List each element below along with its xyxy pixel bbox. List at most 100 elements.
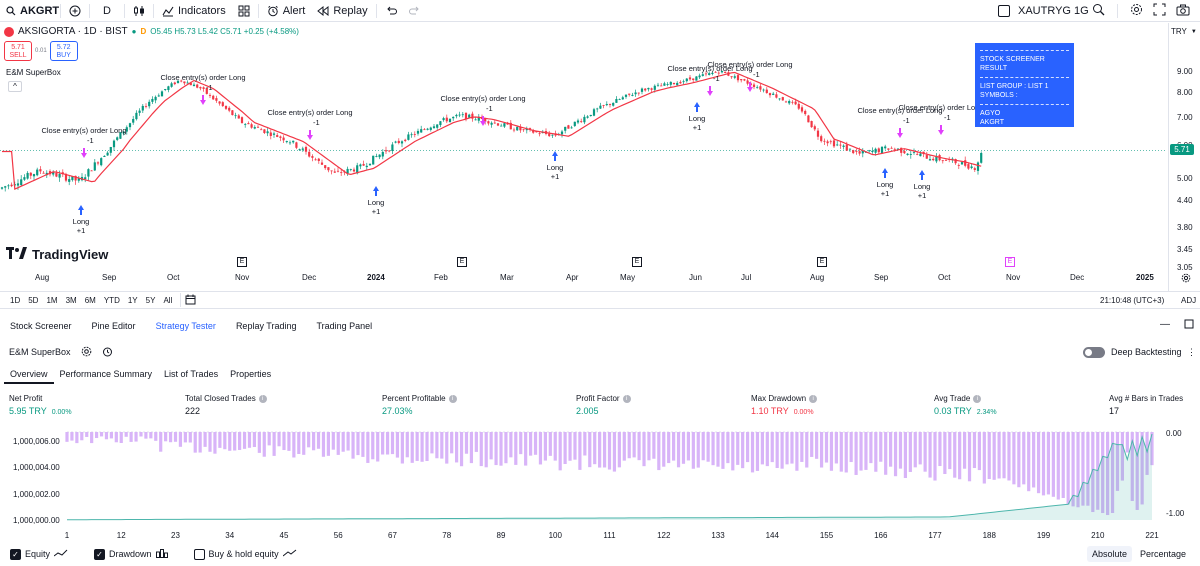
equity-drawdown-chart[interactable]: 1,000,006.00 1,000,004.00 1,000,002.00 1,00… [0, 428, 1200, 543]
range-1y[interactable]: 1Y [127, 295, 138, 305]
earnings-marker[interactable]: E [1005, 257, 1015, 267]
drawdown-checkbox[interactable]: ✓ [94, 548, 106, 560]
metric-total-closed-trades: Total Closed Trades i 222 [185, 394, 267, 416]
candle [909, 150, 912, 159]
axis-settings-button[interactable] [1181, 273, 1191, 286]
long-signal[interactable]: Long+1 [689, 102, 706, 132]
exit-signal[interactable]: Close entry(s) order Long-1 [707, 60, 793, 92]
equity-checkbox-group[interactable]: ✓ Equity [10, 548, 68, 560]
range-6m[interactable]: 6M [84, 295, 96, 305]
candle [973, 166, 976, 172]
long-signal[interactable]: Long+1 [73, 205, 90, 235]
candle [320, 159, 324, 166]
range-1m[interactable]: 1M [46, 295, 58, 305]
range-all[interactable]: All [163, 295, 173, 305]
candle [804, 109, 807, 116]
tab-stock-screener[interactable]: Stock Screener [10, 321, 72, 331]
exit-signal[interactable]: Close entry(s) order Long-1 [667, 64, 753, 96]
exit-signal[interactable]: Close entry(s) order Long-1 [440, 94, 526, 126]
main-chart-pane[interactable]: Close entry(s) order Long -1 Close entry(s… [0, 23, 1167, 291]
percentage-button[interactable]: Percentage [1140, 549, 1187, 559]
exit-signal[interactable]: Close entry(s) order Long-1 [41, 126, 127, 158]
compare-symbol-toggle[interactable]: XAUTRYG 1G [998, 0, 1089, 22]
long-signal[interactable]: Long+1 [368, 186, 385, 216]
range-5d[interactable]: 5D [28, 295, 39, 305]
exit-signal[interactable]: Close entry(s) order Long-1 [857, 106, 943, 138]
fullscreen-button[interactable] [1153, 3, 1166, 19]
earnings-marker[interactable]: E [817, 257, 827, 267]
equity-checkbox[interactable]: ✓ [10, 548, 21, 560]
subtab-performance-summary[interactable]: Performance Summary [59, 369, 153, 379]
info-icon[interactable]: i [448, 394, 457, 403]
time-axis[interactable]: Aug Sep Oct Nov Dec 2024 Feb Mar Apr May Jun Jul Aug… [0, 268, 1167, 288]
candle [567, 124, 570, 129]
tab-replay-trading[interactable]: Replay Trading [235, 321, 297, 331]
strategy-legend-name[interactable]: E&M SuperBox [6, 68, 61, 77]
snapshot-button[interactable] [1176, 4, 1190, 19]
exit-signal[interactable]: Close entry(s) order Long-1 [267, 108, 353, 140]
undo-button[interactable] [379, 0, 403, 22]
quick-search-button[interactable] [1092, 3, 1105, 19]
info-icon[interactable]: i [973, 394, 982, 403]
info-icon[interactable]: i [622, 394, 631, 403]
interval-button[interactable]: D [92, 0, 122, 22]
range-5y[interactable]: 5Y [145, 295, 156, 305]
info-icon[interactable]: i [258, 394, 267, 403]
exit-signal[interactable]: Close entry(s) order Long-1 [160, 73, 246, 105]
eye-icon[interactable]: ● [131, 27, 137, 36]
info-icon[interactable]: i [809, 394, 818, 403]
long-signal[interactable]: Long+1 [914, 170, 931, 200]
go-to-date-button[interactable] [185, 294, 196, 307]
alert-button[interactable]: Alert [261, 0, 312, 22]
subtab-properties[interactable]: Properties [230, 369, 272, 379]
strategy-alert-button[interactable] [102, 346, 113, 359]
toggle-switch[interactable] [1083, 346, 1105, 358]
drawdown-bar [563, 432, 567, 465]
exit-signal[interactable]: Close entry(s) order Long-1 [898, 103, 984, 135]
maximize-panel-button[interactable] [1184, 319, 1194, 332]
settings-button[interactable] [1130, 3, 1143, 19]
symbol-search-button[interactable]: AKGRT [0, 0, 59, 22]
earnings-marker[interactable]: E [237, 257, 247, 267]
earnings-marker[interactable]: E [457, 257, 467, 267]
trade-number-label: 23 [171, 531, 180, 540]
chart-type-button[interactable] [127, 0, 151, 22]
more-options-icon[interactable]: ⋮ [1187, 346, 1196, 357]
sell-button[interactable]: 5.71 SELL [4, 41, 32, 61]
compare-checkbox[interactable] [998, 5, 1010, 17]
indicators-button[interactable]: Indicators [156, 0, 232, 22]
range-3m[interactable]: 3M [65, 295, 77, 305]
clock-display[interactable]: 21:10:48 (UTC+3) [1100, 295, 1165, 305]
add-symbol-button[interactable] [63, 0, 87, 22]
candle [730, 76, 733, 79]
price-axis[interactable]: TRY ▼ 9.008.007.006.005.004.403.803.453.… [1168, 23, 1200, 291]
range-1d[interactable]: 1D [10, 295, 21, 305]
buy-hold-checkbox-group[interactable]: Buy & hold equity [193, 548, 297, 560]
drawdown-checkbox-group[interactable]: ✓ Drawdown [94, 548, 168, 560]
strategy-settings-button[interactable] [81, 346, 92, 359]
redo-button[interactable] [403, 0, 427, 22]
subtab-overview[interactable]: Overview [4, 366, 54, 384]
subtab-list-of-trades[interactable]: List of Trades [164, 369, 219, 379]
long-signal[interactable]: Long+1 [547, 151, 564, 181]
collapse-legend-button[interactable]: ^ [8, 81, 22, 92]
buy-button[interactable]: 5.72 BUY [49, 41, 78, 61]
tab-trading-panel[interactable]: Trading Panel [316, 321, 373, 331]
adj-toggle[interactable]: ADJ [1181, 295, 1197, 305]
buy-hold-checkbox[interactable] [193, 548, 205, 560]
tab-strategy-tester[interactable]: Strategy Tester [155, 321, 216, 331]
strategy-name[interactable]: E&M SuperBox [9, 347, 71, 357]
currency-selector[interactable]: TRY ▼ [1171, 27, 1197, 36]
earnings-marker[interactable]: E [632, 257, 642, 267]
tab-pine-editor[interactable]: Pine Editor [91, 321, 136, 331]
long-signal[interactable]: Long+1 [877, 168, 894, 198]
range-ytd[interactable]: YTD [103, 295, 120, 305]
legend-title[interactable]: AKSIGORTA · 1D · BIST [18, 26, 128, 37]
absolute-button[interactable]: Absolute [1087, 546, 1133, 562]
templates-button[interactable] [232, 0, 256, 22]
deep-backtesting-toggle[interactable]: Deep Backtesting [1083, 346, 1182, 358]
equity-chart-svg[interactable]: 1,000,006.00 1,000,004.00 1,000,002.00 1,00… [0, 428, 1200, 543]
replay-button[interactable]: Replay [311, 0, 373, 22]
minimize-panel-button[interactable]: — [1160, 319, 1170, 330]
